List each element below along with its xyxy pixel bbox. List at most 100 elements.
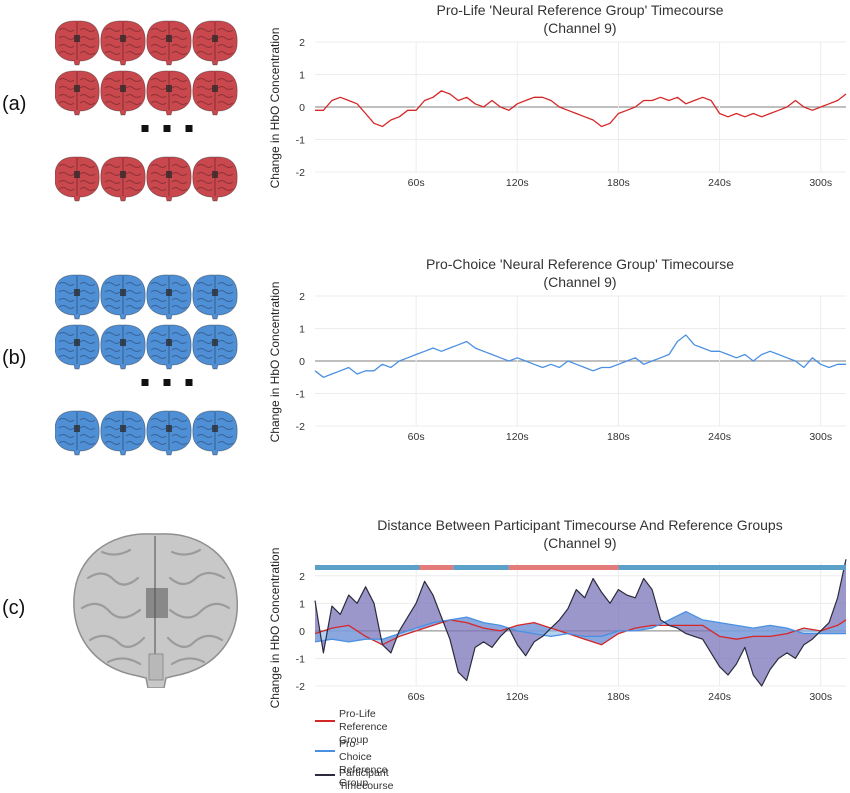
y-tick-label: -2	[296, 681, 305, 693]
y-tick-label: 1	[299, 324, 305, 336]
panel-label-b: (b)	[2, 347, 27, 369]
x-tick-label: 240s	[708, 691, 731, 703]
brain-icon	[55, 70, 100, 116]
brain-icon	[146, 20, 192, 66]
pro-choice-timecourse-chart: Pro-Choice 'Neural Reference Group' Time…	[268, 256, 846, 443]
chart-title: Pro-Life 'Neural Reference Group' Timeco…	[436, 2, 723, 18]
pro-life-timecourse-chart: Pro-Life 'Neural Reference Group' Timeco…	[268, 2, 847, 189]
ellipsis-dot	[141, 379, 149, 386]
participant-line	[314, 559, 847, 687]
panel-label-a: (a)	[2, 93, 27, 115]
x-tick-label: 120s	[506, 691, 529, 703]
chart-subtitle: (Channel 9)	[543, 20, 616, 36]
brain-icon	[55, 156, 100, 202]
participant-brain-3d-icon	[73, 533, 238, 688]
brain-icon	[100, 20, 146, 66]
y-tick-label: -1	[296, 389, 305, 401]
pro-choice-line	[314, 610, 846, 643]
brain-icon	[55, 274, 100, 320]
brain-icon	[146, 324, 192, 370]
brain-icon	[192, 156, 238, 202]
brain-icon	[146, 274, 192, 320]
brain-icon	[192, 324, 238, 370]
chart-title: Distance Between Participant Timecourse …	[377, 517, 782, 533]
brain-icon	[100, 410, 146, 456]
x-tick-label: 300s	[809, 691, 832, 703]
y-tick-label: -1	[296, 135, 305, 147]
ellipsis-dot	[163, 379, 171, 386]
y-tick-label: 2	[299, 291, 305, 303]
classification-segment	[453, 565, 509, 570]
y-tick-label: 2	[299, 37, 305, 49]
classification-segment	[315, 565, 420, 570]
legend-swatch-pro-life	[315, 720, 335, 722]
panel-label-c: (c)	[2, 597, 26, 619]
classification-bar	[315, 565, 846, 570]
chart-subtitle: (Channel 9)	[543, 535, 616, 551]
brain-icon	[192, 20, 238, 66]
brain-icon	[100, 70, 146, 116]
legend-label: Pro-Life Reference Group	[339, 708, 388, 746]
y-tick-label: 1	[299, 70, 305, 82]
y-tick-label: 2	[299, 571, 305, 583]
y-tick-label: -2	[296, 421, 305, 433]
legend: Pro-Life Reference Group Pro-Choice Refe…	[315, 708, 615, 792]
y-tick-label: 0	[299, 102, 305, 114]
ellipsis-dot	[185, 379, 193, 386]
gridlines	[315, 41, 846, 173]
y-tick-label: 0	[299, 356, 305, 368]
pro-choice-chart: Pro-Choice 'Neural Reference Group' Time…	[265, 254, 850, 454]
y-tick-label: -1	[296, 653, 305, 665]
x-tick-label: 60s	[408, 177, 425, 189]
legend-label: Participant Timecourse	[339, 767, 394, 792]
pro-life-chart: Pro-Life 'Neural Reference Group' Timeco…	[265, 0, 850, 200]
brain-icon	[146, 70, 192, 116]
pro-life-line	[314, 619, 847, 646]
brain-icon	[100, 324, 146, 370]
ellipsis-dot	[185, 125, 193, 132]
brain-icon	[55, 410, 100, 456]
brain-icon	[100, 156, 146, 202]
x-tick-label: 120s	[506, 177, 529, 189]
chart-title: Pro-Choice 'Neural Reference Group' Time…	[426, 256, 734, 272]
distance-area-chart: Distance Between Participant Timecourse …	[268, 517, 847, 708]
y-axis-label: Change in HbO Concentration	[268, 28, 282, 189]
legend-label: Pro-Choice Reference Group	[339, 738, 388, 789]
series-line	[314, 334, 846, 378]
x-tick-label: 180s	[607, 431, 630, 443]
y-tick-label: 0	[299, 626, 305, 638]
pro-choice-brain-grid	[55, 274, 238, 456]
chart-subtitle: (Channel 9)	[543, 274, 616, 290]
reference-gap-area	[315, 611, 846, 645]
distance-area	[315, 559, 846, 686]
x-tick-label: 120s	[506, 431, 529, 443]
y-tick-label: 1	[299, 598, 305, 610]
series-line	[315, 90, 847, 128]
x-tick-label: 300s	[809, 431, 832, 443]
classification-segment	[618, 565, 846, 570]
ellipsis-dot	[163, 125, 171, 132]
brain-icon	[192, 274, 238, 320]
classification-segment	[419, 565, 454, 570]
distance-chart: Distance Between Participant Timecourse …	[265, 514, 850, 709]
brain-icon	[146, 410, 192, 456]
brain-icon	[55, 20, 100, 66]
pro-life-brain-grid	[55, 20, 238, 202]
x-tick-label: 240s	[708, 431, 731, 443]
brain-icon	[146, 156, 192, 202]
legend-swatch-participant	[315, 774, 335, 776]
y-axis-label: Change in HbO Concentration	[268, 282, 282, 443]
ellipsis-dot	[141, 125, 149, 132]
brain-icon	[192, 70, 238, 116]
x-tick-label: 60s	[408, 691, 425, 703]
brain-icon	[55, 324, 100, 370]
x-tick-label: 180s	[607, 177, 630, 189]
gridlines	[315, 295, 846, 427]
x-tick-label: 180s	[607, 691, 630, 703]
brain-icon	[192, 410, 238, 456]
y-tick-label: -2	[296, 167, 305, 179]
legend-swatch-pro-choice	[315, 750, 335, 752]
classification-segment	[508, 565, 619, 570]
x-tick-label: 240s	[708, 177, 731, 189]
brain-icon	[100, 274, 146, 320]
